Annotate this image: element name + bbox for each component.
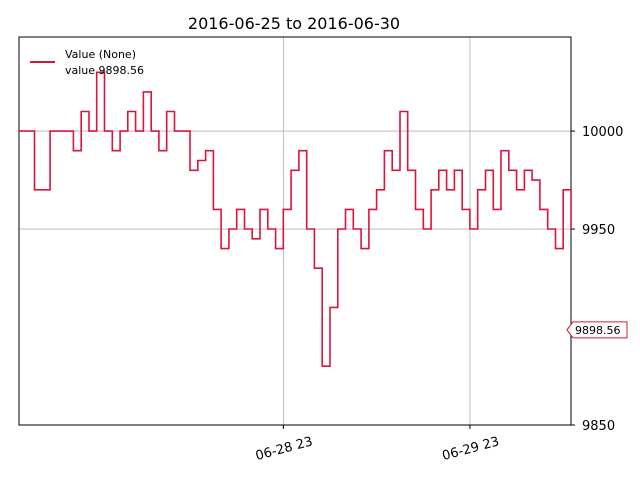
- y-tick-label: 9950: [582, 223, 615, 238]
- legend-label-series: Value (None): [65, 48, 136, 61]
- legend: Value (None) value 9898.56: [30, 48, 144, 77]
- x-tick-label: 06-29 23: [441, 434, 501, 464]
- y-tick-label: 10000: [582, 125, 623, 140]
- x-axis: 06-28 23 06-29 23: [254, 425, 501, 464]
- last-value-badge: 9898.56: [566, 321, 628, 339]
- x-tick-label: 06-28 23: [254, 434, 314, 464]
- y-axis: 9850 9950 10000: [571, 125, 623, 434]
- series-line: [19, 71, 572, 368]
- plot-area-frame: [18, 36, 572, 426]
- last-value-label: 9898.56: [575, 324, 621, 337]
- chart-title: 2016-06-25 to 2016-06-30: [188, 14, 400, 33]
- y-tick-label: 9850: [582, 419, 615, 434]
- last-value-badge-box: [566, 321, 628, 339]
- legend-label-value: value 9898.56: [65, 64, 144, 77]
- grid-lines: [19, 37, 571, 426]
